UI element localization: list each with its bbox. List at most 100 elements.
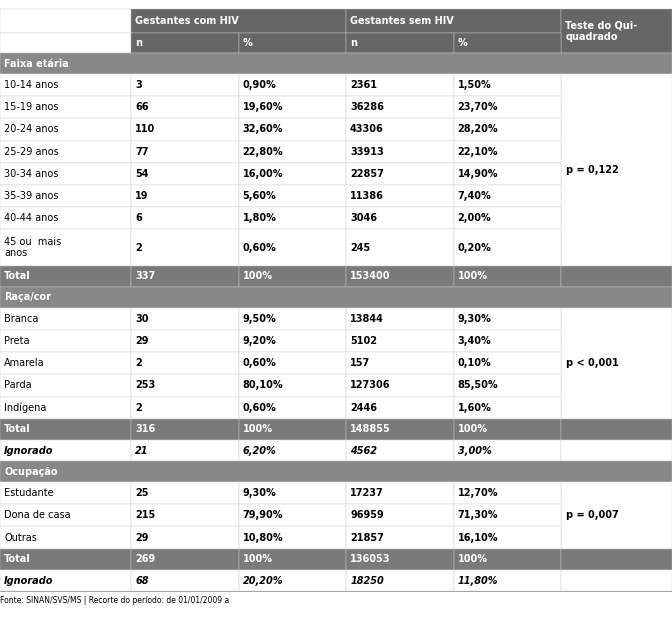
Text: Gestantes sem HIV: Gestantes sem HIV [350,16,454,26]
Bar [454,397,561,419]
Bar [0,33,131,53]
Text: 3: 3 [135,80,142,90]
Text: 100%: 100% [458,272,488,281]
Bar [454,505,561,526]
Bar [454,330,561,352]
Text: 22,10%: 22,10% [458,146,498,156]
Text: Fonte: SINAN/SVS/MS | Recorte do período: de 01/01/2009 a: Fonte: SINAN/SVS/MS | Recorte do período… [0,596,229,605]
Text: p = 0,122: p = 0,122 [566,165,619,175]
Bar [346,330,454,352]
Bar [239,374,346,397]
Bar [131,96,239,118]
Text: Amarela: Amarela [4,358,44,368]
Text: 14,90%: 14,90% [458,169,498,179]
Text: Ignorado: Ignorado [4,446,54,456]
Bar [454,74,561,96]
Bar [0,265,131,287]
Bar [0,505,131,526]
Bar [454,419,561,440]
Bar [131,9,346,33]
Bar [0,141,131,163]
Text: 253: 253 [135,381,155,391]
Text: 18250: 18250 [350,576,384,585]
Text: 245: 245 [350,243,370,252]
Text: 9,50%: 9,50% [243,314,276,324]
Text: 110: 110 [135,125,155,135]
Bar [0,163,131,185]
Text: 15-19 anos: 15-19 anos [4,102,58,112]
Text: Teste do Qui-
quadrado: Teste do Qui- quadrado [565,21,638,42]
Text: 80,10%: 80,10% [243,381,283,391]
Bar [561,440,672,461]
Bar [346,397,454,419]
Text: 337: 337 [135,272,155,281]
Bar [0,53,672,74]
Text: 1,50%: 1,50% [458,80,491,90]
Text: 85,50%: 85,50% [458,381,498,391]
Bar [239,265,346,287]
Text: Parda: Parda [4,381,32,391]
Bar [346,526,454,548]
Bar [454,440,561,461]
Text: 32,60%: 32,60% [243,125,283,135]
Bar [0,440,131,461]
Text: 12,70%: 12,70% [458,488,498,498]
Text: Ignorado: Ignorado [4,576,54,585]
Bar [561,74,672,265]
Text: 20,20%: 20,20% [243,576,283,585]
Text: 269: 269 [135,555,155,564]
Text: 0,60%: 0,60% [243,243,276,252]
Text: Total: Total [4,272,31,281]
Text: 5102: 5102 [350,336,377,346]
Text: 9,30%: 9,30% [458,314,491,324]
Text: 3,40%: 3,40% [458,336,491,346]
Bar [0,397,131,419]
Bar [454,265,561,287]
Bar [131,330,239,352]
Bar [454,141,561,163]
Text: 22857: 22857 [350,169,384,179]
Bar [0,526,131,548]
Bar [0,74,131,96]
Bar [239,505,346,526]
Text: 0,60%: 0,60% [243,358,276,368]
Text: 153400: 153400 [350,272,390,281]
Bar [131,548,239,570]
Text: 9,30%: 9,30% [243,488,276,498]
Text: Ocupação: Ocupação [4,467,58,476]
Bar [346,74,454,96]
Text: Raça/cor: Raça/cor [4,292,51,302]
Text: 215: 215 [135,510,155,520]
Bar [131,185,239,207]
Bar [239,229,346,265]
Bar [346,482,454,505]
Text: 7,40%: 7,40% [458,191,491,201]
Text: n: n [135,38,142,48]
Text: 100%: 100% [243,555,273,564]
Bar [346,141,454,163]
Text: 35-39 anos: 35-39 anos [4,191,58,201]
Text: Total: Total [4,424,31,434]
Text: Faixa etária: Faixa etária [4,59,69,68]
Text: 45 ou  mais
anos: 45 ou mais anos [4,237,61,259]
Bar [131,163,239,185]
Bar [0,461,672,482]
Bar [131,505,239,526]
Text: 36286: 36286 [350,102,384,112]
Bar [131,570,239,591]
Text: 66: 66 [135,102,149,112]
Bar [131,265,239,287]
Bar [239,352,346,374]
Text: 100%: 100% [458,555,488,564]
Bar [346,440,454,461]
Bar [346,374,454,397]
Text: Branca: Branca [4,314,38,324]
Bar [0,207,131,229]
Bar [346,307,454,330]
Bar [131,307,239,330]
Text: 1,80%: 1,80% [243,213,276,223]
Bar [239,118,346,141]
Text: 19: 19 [135,191,149,201]
Text: n: n [350,38,357,48]
Text: 4562: 4562 [350,446,377,456]
